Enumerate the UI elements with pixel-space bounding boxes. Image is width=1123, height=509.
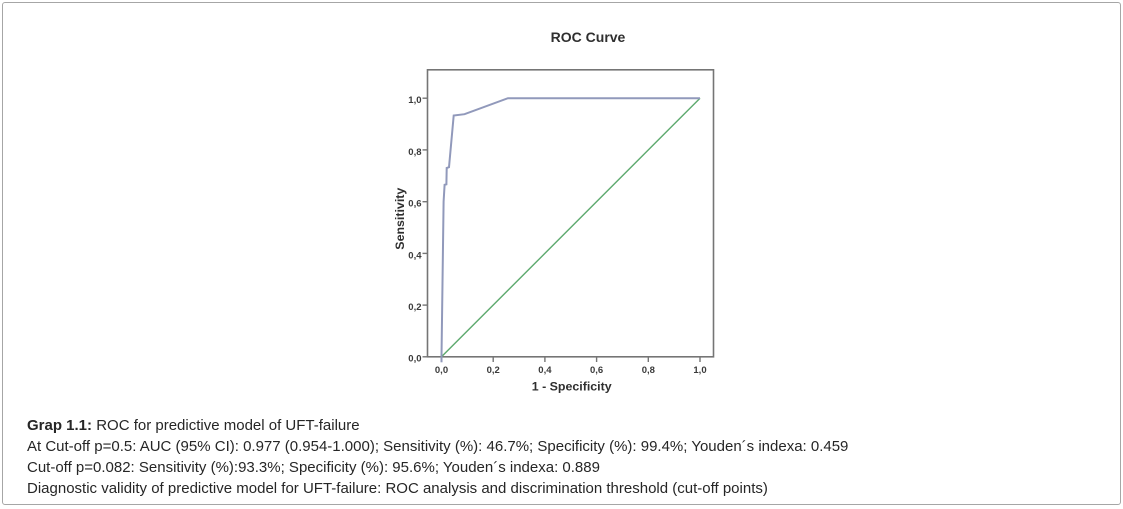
svg-text:0,2: 0,2: [487, 365, 500, 376]
svg-text:ROC Curve: ROC Curve: [551, 29, 626, 45]
svg-text:0,4: 0,4: [538, 365, 552, 376]
svg-text:0,4: 0,4: [408, 250, 422, 261]
svg-text:0,0: 0,0: [408, 354, 421, 365]
svg-text:0,6: 0,6: [408, 199, 421, 210]
svg-text:1,0: 1,0: [693, 365, 706, 376]
svg-text:0,0: 0,0: [435, 365, 448, 376]
svg-text:0,8: 0,8: [642, 365, 655, 376]
svg-text:0,6: 0,6: [590, 365, 603, 376]
svg-text:Sensitivity: Sensitivity: [393, 188, 407, 250]
svg-text:0,2: 0,2: [408, 302, 421, 313]
svg-text:1 - Specificity: 1 - Specificity: [532, 380, 612, 394]
svg-text:0,8: 0,8: [408, 147, 421, 158]
svg-text:1,0: 1,0: [408, 95, 421, 106]
